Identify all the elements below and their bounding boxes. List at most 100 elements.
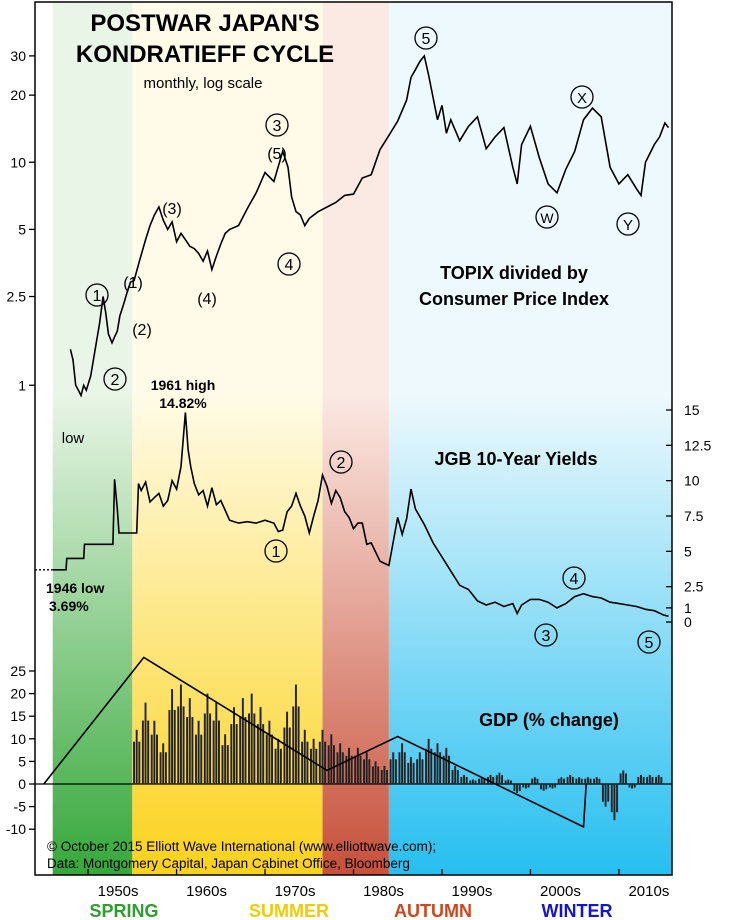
gdp-bar [288,727,291,784]
gdp-bar [474,780,477,784]
gdp-bar [244,717,247,784]
gdp-bar [563,778,565,784]
wave-label-circle-x: X [570,85,594,109]
gdp-y-tick-label: -10 [6,821,26,837]
season-backgrounds [52,2,672,875]
gdp-bar [188,698,191,784]
gdp-bar [138,741,141,784]
gdp-bar [495,775,498,784]
gdp-bar [465,776,468,784]
gdp-bar [527,784,530,788]
topix-y-tick-label: 2.5 [7,289,27,305]
gdp-bar [575,778,578,784]
jgb-low-value: 3.69% [49,598,89,614]
gdp-bar [294,684,297,784]
jgb-low-label: 1946 low [46,580,104,596]
topix-wave-labels: 1 2 (1) (2) (3) (4) 3 (5) 4 5 X W [85,26,640,391]
gdp-bar [554,784,557,788]
jgb-y-tick-label: 7.5 [684,508,704,524]
gdp-bar [324,741,327,784]
gdp-bar [150,734,153,784]
gdp-bar [259,707,262,784]
gdp-bar [327,745,330,784]
gdp-bar [456,769,459,784]
gdp-bar [433,752,436,784]
gdp-bar [427,738,430,784]
gdp-bar [341,752,344,784]
gdp-bar [363,759,366,784]
gdp-bar [407,762,410,784]
gdp-bar [394,759,397,784]
gdp-bar [551,784,554,789]
gdp-bar [640,774,642,784]
topix-y-axis: 1 2.5 5 10 20 30 [7,48,35,393]
gdp-bar [542,784,545,791]
gdp-bar [418,752,421,784]
gdp-bar [489,774,492,784]
gdp-bar [283,727,286,784]
season-label-summer: SUMMER [249,901,329,920]
gdp-bar [498,772,501,784]
gdp-bar [613,784,616,821]
gdp-bar [483,778,486,784]
wave-label-circle-4: 4 [277,252,301,276]
svg-text:5: 5 [645,635,654,652]
gdp-bar [403,752,406,784]
gdp-y-tick-label: 0 [18,776,26,792]
gdp-bar [524,784,527,789]
gdp-bar [215,702,218,784]
season-label-autumn: AUTUMN [394,901,472,920]
gdp-bar [177,706,180,784]
gdp-bar [478,778,481,784]
gdp-y-tick-label: -5 [14,799,27,815]
gdp-bar [545,784,548,790]
gdp-bar [159,752,162,784]
gdp-bar [274,748,277,784]
gdp-bar [133,741,135,784]
svg-text:5: 5 [422,31,431,48]
gdp-bar [616,784,619,813]
gdp-bar [657,774,660,784]
x-axis: 1950s 1960s 1970s 1980s 1990s 2000s 2010s [87,869,669,900]
gdp-bar [318,741,321,784]
gdp-bar [186,717,189,784]
gdp-bar [162,743,165,784]
gdp-bar [203,713,206,784]
jgb-y-tick-label: 2.5 [684,579,704,595]
topix-series-line [69,54,670,398]
gdp-bar [235,724,238,784]
gdp-bar [560,777,563,784]
gdp-y-tick-label: 10 [10,731,26,747]
gdp-bar [516,784,519,794]
gdp-bar [168,709,171,784]
svg-text:3: 3 [273,118,282,135]
gdp-bar [454,765,457,784]
gdp-bar [301,741,304,784]
gdp-bar [578,777,581,784]
gdp-bar [221,745,224,784]
svg-text:4: 4 [285,257,294,274]
jgb-wave-label-5: 5 [637,630,661,654]
gdp-y-tick-label: 25 [10,663,26,679]
gdp-bar [371,766,374,784]
gdp-bar [212,720,215,784]
gdp-bar [315,748,318,784]
gdp-bar [451,769,454,784]
svg-text:1: 1 [93,288,102,305]
gdp-bar [610,784,613,813]
chart-subtitle: monthly, log scale [144,75,263,92]
gdp-bar [286,711,289,784]
gdp-y-axis: -10 -5 0 5 10 15 20 25 [6,663,35,837]
gdp-bar [292,706,295,784]
gdp-bar [256,724,259,784]
x-tick-label: 1970s [275,883,316,900]
topix-y-tick-label: 20 [10,87,26,103]
gdp-bar [191,717,194,784]
gdp-bar [253,713,256,784]
gdp-y-tick-label: 5 [18,753,26,769]
wave-label-circle-y: Y [616,212,640,236]
gdp-bar [409,756,412,784]
svg-text:4: 4 [570,571,579,588]
